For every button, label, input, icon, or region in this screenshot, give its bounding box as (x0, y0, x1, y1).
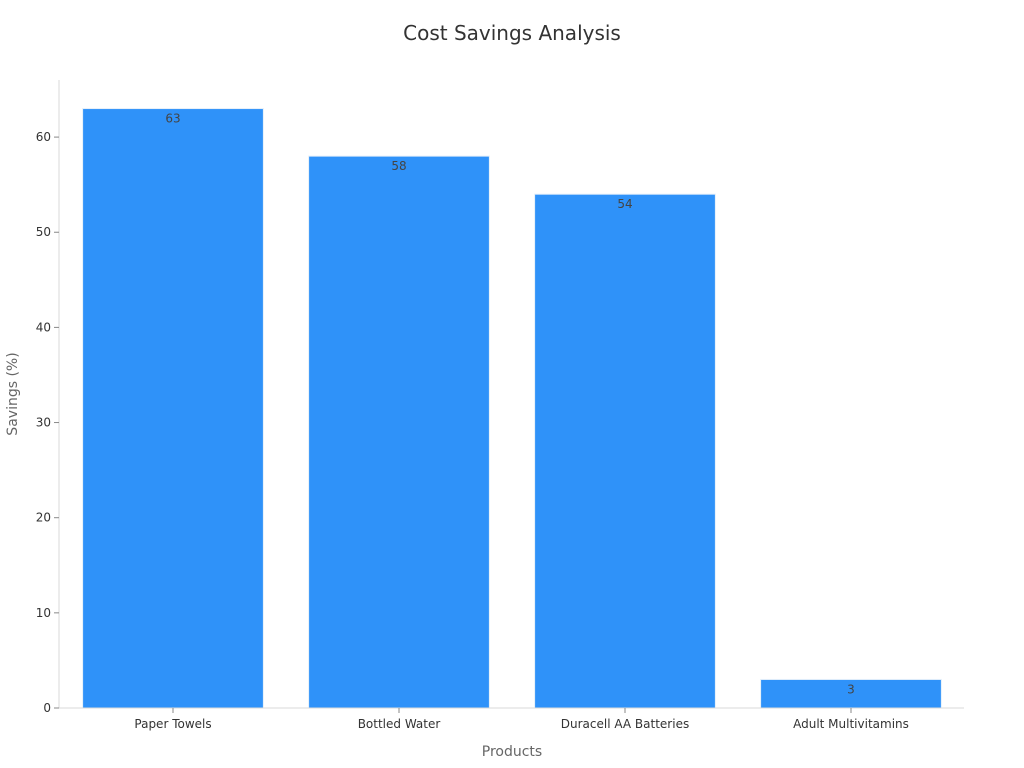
x-tick-label-2: Duracell AA Batteries (561, 717, 689, 731)
x-axis-title: Products (482, 744, 542, 760)
bar-0 (82, 108, 264, 709)
data-label-3: 3 (847, 682, 855, 696)
bar-2 (534, 193, 716, 709)
bars-layer: 63 58 54 3 (82, 108, 942, 709)
y-ticks-layer: 0 10 20 30 40 50 60 (36, 130, 59, 715)
y-tick-label-2: 20 (36, 511, 51, 525)
y-tick-label-0: 0 (43, 701, 51, 715)
x-tick-label-0: Paper Towels (134, 717, 211, 731)
chart-title: Cost Savings Analysis (403, 21, 621, 45)
y-tick-label-3: 30 (36, 416, 51, 430)
bar-3 (760, 678, 942, 709)
y-tick-label-1: 10 (36, 606, 51, 620)
y-tick-label-6: 60 (36, 130, 51, 144)
data-label-0: 63 (165, 112, 180, 126)
x-ticks-layer: Paper Towels Bottled Water Duracell AA Bat… (134, 708, 909, 731)
x-tick-label-1: Bottled Water (358, 717, 441, 731)
y-tick-label-4: 40 (36, 320, 51, 334)
y-axis-title: Savings (%) (5, 352, 21, 435)
x-tick-label-3: Adult Multivitamins (793, 717, 909, 731)
data-label-2: 54 (617, 197, 632, 211)
data-label-1: 58 (391, 159, 406, 173)
bar-1 (308, 155, 490, 709)
y-tick-label-5: 50 (36, 225, 51, 239)
